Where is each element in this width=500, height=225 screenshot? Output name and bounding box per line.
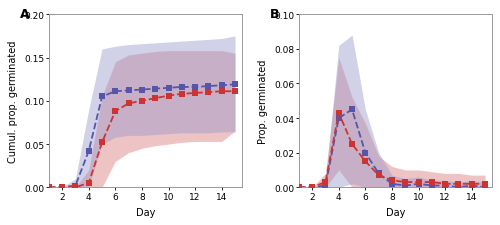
Text: A: A: [20, 8, 30, 21]
X-axis label: Day: Day: [136, 207, 155, 217]
Y-axis label: Cumul. prop. germinated: Cumul. prop. germinated: [8, 40, 18, 162]
Y-axis label: Prop. germinated: Prop. germinated: [258, 59, 268, 143]
X-axis label: Day: Day: [386, 207, 405, 217]
Text: B: B: [270, 8, 280, 21]
